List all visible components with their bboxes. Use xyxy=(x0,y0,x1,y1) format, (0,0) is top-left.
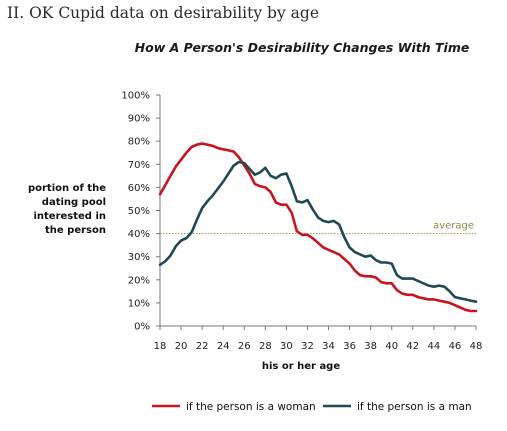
x-tick-labels: 18 20 22 24 26 28 30 32 34 36 38 40 42 44 46 48 xyxy=(154,341,483,352)
y-tick-label: 0% xyxy=(134,322,150,333)
x-tick-label: 20 xyxy=(175,341,188,352)
y-tick-label: 60% xyxy=(128,183,150,194)
y-axis-label-line: the person xyxy=(45,225,106,236)
x-tick-label: 24 xyxy=(217,341,230,352)
x-tick-label: 44 xyxy=(427,341,440,352)
y-tick-label: 90% xyxy=(128,114,150,125)
x-tick-label: 18 xyxy=(154,341,167,352)
x-tick-label: 40 xyxy=(385,341,398,352)
series-line-man xyxy=(158,160,478,304)
x-tick-label: 48 xyxy=(470,341,483,352)
y-tick-label: 100% xyxy=(121,91,150,102)
legend-entry-label: if the person is a woman xyxy=(186,401,316,413)
y-tick-label: 40% xyxy=(128,229,150,240)
x-tick-label: 34 xyxy=(322,341,335,352)
x-tick-label: 32 xyxy=(301,341,314,352)
y-tick-labels: 0% 10% 20% 30% 40% 50% 60% 70% 80% 90% 100% xyxy=(121,91,150,333)
chart-title: How A Person's Desirability Changes With… xyxy=(135,40,470,55)
page-heading: II. OK Cupid data on desirability by age xyxy=(7,4,319,22)
y-axis-label-line: dating pool xyxy=(42,197,106,208)
x-tick-label: 38 xyxy=(364,341,377,352)
x-tick-label: 42 xyxy=(406,341,419,352)
x-tick-label: 36 xyxy=(343,341,356,352)
axes xyxy=(156,94,477,330)
x-tick-label: 26 xyxy=(238,341,251,352)
x-tick-label: 46 xyxy=(449,341,462,352)
x-tick-label: 22 xyxy=(196,341,209,352)
y-tick-label: 50% xyxy=(128,206,150,217)
y-axis-label-line: interested in xyxy=(33,211,106,222)
x-tick-label: 28 xyxy=(259,341,272,352)
series-lines xyxy=(158,142,478,313)
y-axis-label: portion of the dating pool interested in… xyxy=(28,183,106,236)
y-tick-label: 30% xyxy=(128,252,150,263)
y-tick-label: 80% xyxy=(128,137,150,148)
y-tick-label: 70% xyxy=(128,160,150,171)
average-label: average xyxy=(433,221,474,232)
legend-entry-label: if the person is a man xyxy=(357,401,472,413)
legend: if the person is a woman if the person is… xyxy=(152,401,472,413)
series-line-woman xyxy=(158,142,478,313)
y-axis-label-line: portion of the xyxy=(28,183,106,194)
x-tick-label: 30 xyxy=(280,341,293,352)
average-reference: average xyxy=(160,221,476,235)
y-tick-label: 20% xyxy=(128,275,150,286)
y-tick-label: 10% xyxy=(128,298,150,309)
x-axis-label: his or her age xyxy=(262,361,340,372)
